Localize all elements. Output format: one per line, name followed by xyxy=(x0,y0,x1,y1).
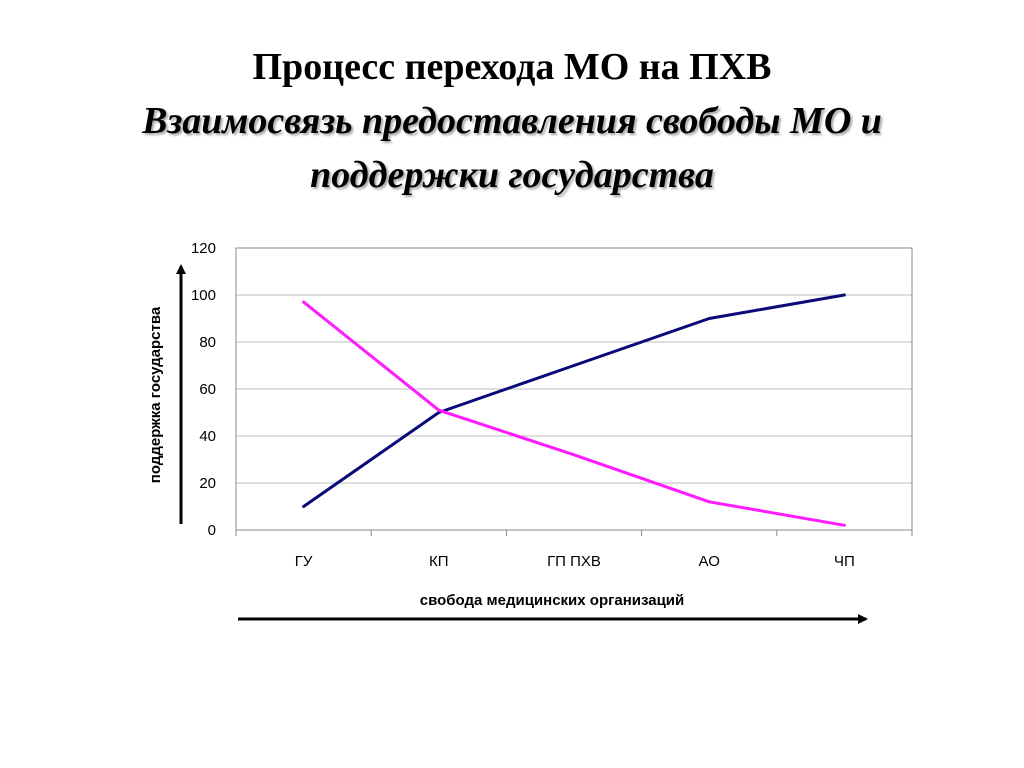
y-tick-label: 80 xyxy=(199,334,216,351)
y-axis-title: поддержка государства xyxy=(147,306,164,483)
series-line-1 xyxy=(302,293,845,508)
x-axis-title: свобода медицинских организаций xyxy=(420,592,685,609)
y-tick-label: 40 xyxy=(199,428,216,445)
plot-area-frame xyxy=(235,247,913,531)
series-2-point xyxy=(302,300,306,304)
slide-subtitle-line-1: Взаимосвязь предоставления свободы МО и xyxy=(142,100,882,142)
x-tick-label: ЧП xyxy=(834,553,855,570)
y-tick-labels: 0 20 40 60 80 100 120 xyxy=(191,240,216,539)
x-tick-label: АО xyxy=(699,553,720,570)
x-tick-labels: ГУ КП ГП ПХВ АО ЧП xyxy=(295,553,855,570)
series-1-point xyxy=(707,317,711,320)
series-1-point xyxy=(842,293,846,297)
gridlines xyxy=(235,294,913,536)
series-line-2 xyxy=(302,300,845,527)
series-2-point xyxy=(437,408,441,412)
series-2-point xyxy=(707,500,711,504)
title-block: Процесс перехода МО на ПХВ Взаимосвязь п… xyxy=(0,40,1024,202)
x-tick-label: КП xyxy=(429,553,449,570)
series-1-point xyxy=(572,364,576,367)
y-tick-label: 60 xyxy=(199,381,216,398)
x-tick-label: ГП ПХВ xyxy=(547,553,601,570)
y-tick-label: 100 xyxy=(191,287,216,304)
slide-title: Процесс перехода МО на ПХВ xyxy=(252,46,772,88)
y-tick-label: 0 xyxy=(208,522,216,539)
series-2-point xyxy=(842,523,846,527)
series-lines xyxy=(302,293,846,527)
x-tick-label: ГУ xyxy=(295,553,313,570)
series-2-point xyxy=(572,453,576,457)
series-1-point xyxy=(302,505,306,508)
y-tick-label: 120 xyxy=(191,240,216,257)
slide-subtitle-line-2: поддержки государства xyxy=(310,154,714,196)
y-tick-label: 20 xyxy=(199,475,216,492)
